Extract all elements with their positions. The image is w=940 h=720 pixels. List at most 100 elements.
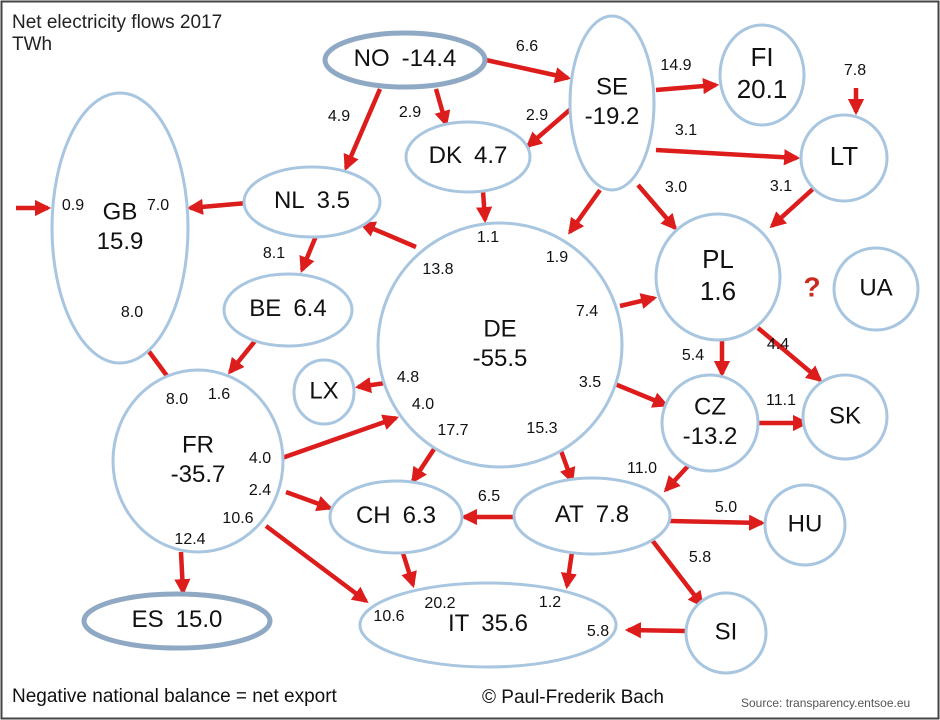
flow-label-pl-cz: 5.4 [682, 347, 704, 364]
node-es-label: ES 15.0 [132, 606, 223, 633]
node-cz: CZ -13.2 [660, 373, 760, 473]
node-dk: DK 4.7 [404, 120, 532, 194]
node-si: SI [684, 591, 768, 675]
node-at-label: AT 7.8 [555, 501, 629, 528]
node-lx-name: LX [309, 377, 338, 404]
node-no: NO -14.4 [322, 30, 488, 90]
flow-arrow-no-dk [433, 88, 451, 128]
flow-arrow-se-lt [655, 147, 801, 166]
node-es-name: ES [132, 606, 164, 633]
node-fi-balance: 20.1 [737, 74, 788, 104]
flow-label-se-lt: 3.1 [675, 122, 697, 139]
flow-label-se-de: 1.9 [546, 249, 568, 266]
node-ch-balance: 6.3 [403, 502, 436, 529]
flow-arrow-se-pl [636, 183, 678, 231]
flow-label-cz-at: 11.0 [627, 460, 657, 477]
flow-label-de-lx: 4.8 [397, 369, 419, 386]
node-at: AT 7.8 [512, 476, 672, 556]
node-hu-outline [763, 483, 847, 567]
node-sk-name: SK [829, 402, 861, 429]
node-ua-name: UA [859, 274, 892, 301]
flow-label-at-ch: 6.5 [478, 488, 500, 505]
node-dk-label: DK 4.7 [429, 142, 508, 169]
flow-arrow-de-nl [359, 221, 417, 250]
flow-label-dk-de: 1.1 [477, 229, 499, 246]
flow-arrow-se-dk [525, 106, 574, 149]
flow-arrow-fr-it [264, 524, 369, 603]
flow-arrow-be-fr [227, 339, 257, 375]
flow-label-at-si: 5.8 [689, 549, 711, 566]
node-se: SE -19.2 [568, 14, 656, 192]
flow-arrow-de-at [557, 447, 576, 485]
node-se-balance: -19.2 [585, 103, 640, 130]
flow-label-nl-be: 8.1 [263, 245, 285, 262]
flow-label-de-at: 15.3 [526, 420, 557, 437]
copyright-label: © Paul-Frederik Bach [482, 687, 664, 708]
node-pl-balance: 1.6 [700, 276, 736, 306]
node-cz-balance: -13.2 [683, 423, 738, 450]
flow-label-se-fi: 14.9 [660, 57, 691, 74]
node-es: ES 15.0 [81, 591, 273, 651]
node-si-name: SI [715, 618, 738, 645]
flow-label-fr-de: 4.0 [249, 450, 271, 467]
node-lt: LT [799, 113, 889, 203]
node-no-balance: -14.4 [402, 45, 457, 72]
source-label: Source: transparency.entsoe.eu [741, 696, 910, 710]
node-fr: FR -35.7 [111, 368, 285, 554]
flow-label-cz-sk: 11.1 [766, 392, 796, 409]
footer-note: Negative national balance = net export [12, 686, 338, 707]
flow-label-fr-es: 12.4 [174, 531, 205, 548]
flow-end-label-fr-de: 4.0 [412, 396, 434, 413]
node-de-name: DE [483, 315, 516, 342]
flow-label-be-fr: 1.6 [208, 386, 230, 403]
node-gb-name: GB [103, 198, 138, 225]
node-nl-balance: 3.5 [317, 187, 350, 214]
flow-label-ch-it: 20.2 [424, 595, 455, 612]
node-dk-balance: 4.7 [474, 142, 507, 169]
node-it-balance: 35.6 [481, 610, 528, 637]
node-be-name: BE [249, 295, 281, 322]
node-dk-name: DK [429, 142, 462, 169]
flow-label-fr-it: 10.6 [222, 510, 253, 527]
node-fr-outline [111, 368, 285, 554]
node-pl-name: PL [702, 244, 734, 274]
flow-layer [16, 57, 865, 639]
node-ch-outline [328, 479, 464, 555]
flow-arrow-si-it [624, 622, 687, 639]
flow-label-layer: 6.6 4.9 2.9 2.9 14.9 3.1 3.0 1.9 7.8 3.1 0.9 7.0 1.1… [62, 38, 866, 640]
node-gb-outline [50, 91, 190, 365]
node-fr-balance: -35.7 [171, 461, 226, 488]
node-ua-outline [832, 246, 920, 332]
flow-label-external-gb: 0.9 [62, 197, 84, 214]
node-gb-balance: 15.9 [97, 228, 144, 255]
flow-label-fr-gb: 8.0 [166, 391, 188, 408]
flow-arrow-at-it [560, 551, 577, 590]
flow-arrow-se-de [568, 188, 602, 235]
flow-label-no-nl: 4.9 [328, 108, 350, 125]
flow-label-at-it: 1.2 [539, 594, 561, 611]
node-no-name: NO [354, 45, 390, 72]
flow-label-pl-sk: 4.4 [767, 336, 789, 353]
node-be-outline [222, 272, 354, 348]
flow-label-at-hu: 5.0 [715, 499, 737, 516]
node-at-balance: 7.8 [596, 501, 629, 528]
node-cz-name: CZ [694, 393, 726, 420]
node-cz-outline [660, 373, 760, 473]
node-ch-label: CH 6.3 [356, 502, 436, 529]
node-nl-outline [242, 165, 382, 239]
node-fi-name: FI [750, 42, 773, 72]
node-lx: LX [292, 358, 356, 426]
flow-arrow-fr-de [281, 414, 400, 461]
flow-arrow-lt-pl [769, 186, 816, 229]
diagram-title: Net electricity flows 2017 [12, 12, 222, 33]
node-de-balance: -55.5 [473, 345, 528, 372]
node-nl: NL 3.5 [242, 165, 382, 239]
flow-label-external-lt: 7.8 [844, 62, 866, 79]
node-es-outline [81, 591, 273, 651]
flow-arrow-cz-at [663, 464, 690, 493]
node-it-label: IT 35.6 [448, 610, 528, 637]
